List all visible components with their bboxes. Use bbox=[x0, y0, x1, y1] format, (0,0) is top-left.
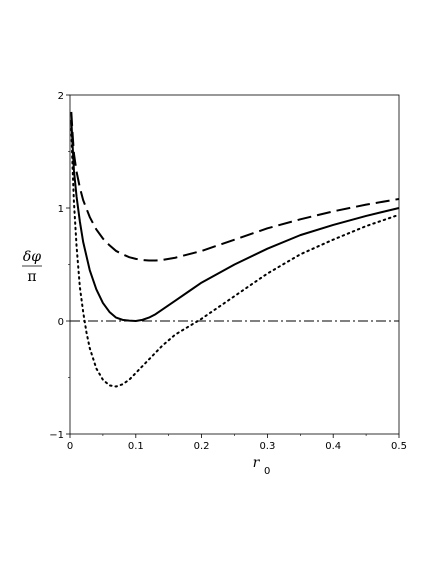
x-tick-label: 0.4 bbox=[325, 441, 341, 452]
x-tick-label: 0 bbox=[67, 441, 73, 452]
y-axis-label-numerator: δφ bbox=[23, 249, 41, 265]
series-layer bbox=[70, 111, 400, 388]
series-line-dotted bbox=[70, 127, 400, 388]
y-axis-ticks: −1 0 1 2 bbox=[49, 91, 70, 441]
y-tick-label: −1 bbox=[49, 430, 64, 441]
y-tick-label: 0 bbox=[58, 317, 64, 328]
x-tick-label: 0.3 bbox=[259, 441, 275, 452]
y-tick-label: 1 bbox=[58, 204, 64, 215]
x-axis-label-subscript: 0 bbox=[264, 466, 270, 477]
series-line-solid bbox=[70, 119, 400, 322]
x-tick-label: 0.2 bbox=[194, 441, 210, 452]
y-axis-label: δφ π bbox=[22, 249, 42, 285]
x-tick-label: 0.1 bbox=[128, 441, 144, 452]
y-axis-label-denominator: π bbox=[27, 269, 36, 285]
x-axis-label-main: r bbox=[253, 455, 261, 471]
y-tick-label: 2 bbox=[58, 91, 64, 102]
x-axis-label: r 0 bbox=[253, 455, 271, 477]
x-axis-ticks: 0 0.1 0.2 0.3 0.4 0.5 bbox=[67, 434, 407, 452]
series-line-dashed bbox=[70, 111, 400, 262]
x-tick-label: 0.5 bbox=[391, 441, 407, 452]
